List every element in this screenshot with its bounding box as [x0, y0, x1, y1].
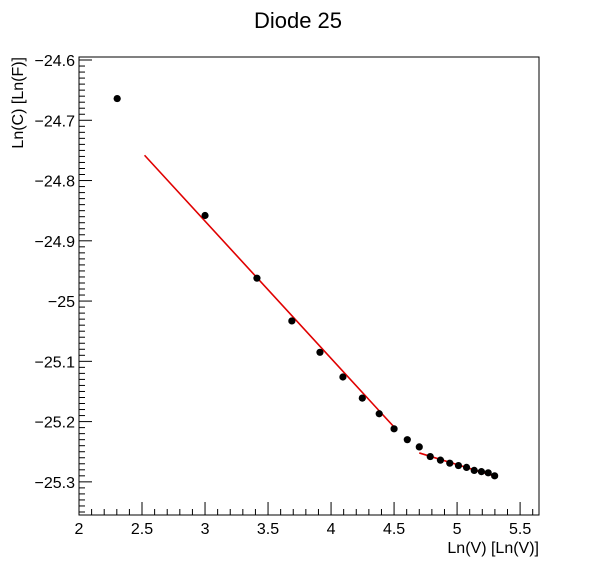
data-point: [477, 468, 486, 476]
data-point: [390, 425, 398, 433]
y-tick-label: −25.1: [35, 354, 76, 371]
y-axis: −24.6 −24.7 −24.8 −24.9 −25 −25.1 −25.2 −25.3: [35, 53, 92, 513]
data-point: [484, 469, 492, 477]
data-point: [470, 466, 478, 475]
data-point: [446, 459, 454, 467]
y-tick-label: −25: [48, 294, 75, 311]
y-tick-label: −24.6: [35, 53, 76, 70]
y-axis-label: Ln(C) [Ln(F)]: [10, 57, 27, 149]
data-point: [415, 443, 423, 451]
data-point: [462, 463, 471, 471]
data-point: [316, 348, 324, 356]
x-tick-label: 5: [453, 521, 462, 538]
y-tick-label: −25.3: [35, 475, 76, 492]
y-tick-label: −24.9: [35, 234, 76, 251]
y-tick-label: −25.2: [35, 415, 76, 432]
x-tick-label: 4.5: [383, 521, 405, 538]
data-points: [113, 94, 499, 480]
x-tick-label: 2.5: [131, 521, 153, 538]
x-tick-label: 4: [327, 521, 336, 538]
y-tick-label: −24.7: [35, 113, 76, 130]
data-point: [253, 274, 261, 282]
data-point: [113, 94, 121, 103]
data-point: [436, 456, 445, 464]
chart-title: Diode 25: [254, 8, 342, 33]
x-tick-label: 5.5: [509, 521, 531, 538]
fit-line: [143, 154, 395, 428]
x-tick-label: 3: [201, 521, 210, 538]
data-point: [201, 211, 209, 220]
data-point: [403, 436, 411, 444]
data-point: [375, 410, 383, 418]
fit-lines: [143, 154, 498, 478]
x-tick-label: 2: [75, 521, 84, 538]
data-point: [454, 461, 463, 470]
x-tick-label: 3.5: [257, 521, 279, 538]
data-point: [288, 317, 296, 325]
data-point: [358, 394, 366, 402]
data-point: [426, 452, 434, 461]
data-point: [491, 472, 499, 480]
x-axis-label: Ln(V) [Ln(V)]: [447, 540, 539, 557]
y-tick-label: −24.8: [35, 174, 76, 191]
plot-frame: [78, 56, 540, 516]
x-axis: 2 2.5 3 3.5 4 4.5 5 5.5: [75, 502, 534, 538]
data-point: [339, 373, 347, 381]
